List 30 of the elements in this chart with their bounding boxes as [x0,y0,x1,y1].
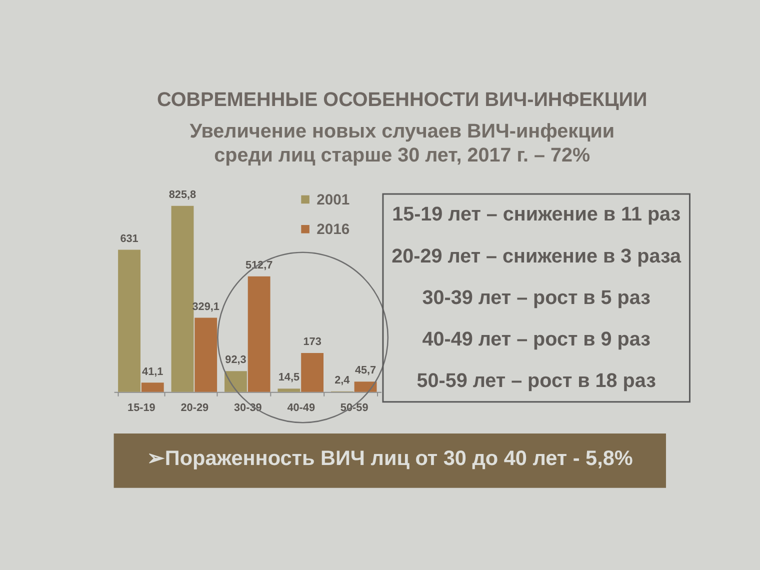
data-label: 173 [303,336,322,348]
legend-label: 2001 [316,192,350,208]
text: ➢Пораженность ВИЧ лиц от 30 до 40 лет - 5,8% [146,447,633,470]
bar [301,352,324,392]
bar [171,206,194,392]
x-tick-label: 40-49 [287,402,316,414]
data-label: 825,8 [168,188,196,201]
bar [354,382,377,392]
data-label: 41,1 [142,366,164,378]
text: 30-39 лет – рост в 5 раз [422,286,651,309]
text: 20-29 лет – снижение в 3 раза [392,245,682,268]
data-label: 2,4 [334,374,350,386]
bar [224,371,247,392]
data-label: 92,3 [225,354,246,366]
text: 15-19 лет – снижение в 11 раз [392,204,681,226]
bar [248,276,270,392]
chart-title: СОВРЕМЕННЫЕ ОСОБЕННОСТИ ВИЧ-ИНФЕКЦИИ [157,88,648,111]
x-tick-label: 20-29 [180,402,209,414]
bar [141,382,164,392]
chart-subtitle: Увеличение новых случаев ВИЧ-инфекции среди лиц старше 30 лет, 2017 г. – 72% [190,120,615,166]
bar [278,388,300,392]
bar [118,250,140,392]
data-label: 45,7 [354,364,376,377]
text: 40-49 лет – рост в 9 раз [422,328,651,350]
x-tick-label: 15-19 [128,402,156,414]
data-label: 14,5 [278,372,300,384]
data-label: 631 [120,232,138,245]
text: 50-59 лет – рост в 18 раз [416,370,656,392]
bar [194,318,218,392]
legend-label: 2016 [316,222,350,238]
